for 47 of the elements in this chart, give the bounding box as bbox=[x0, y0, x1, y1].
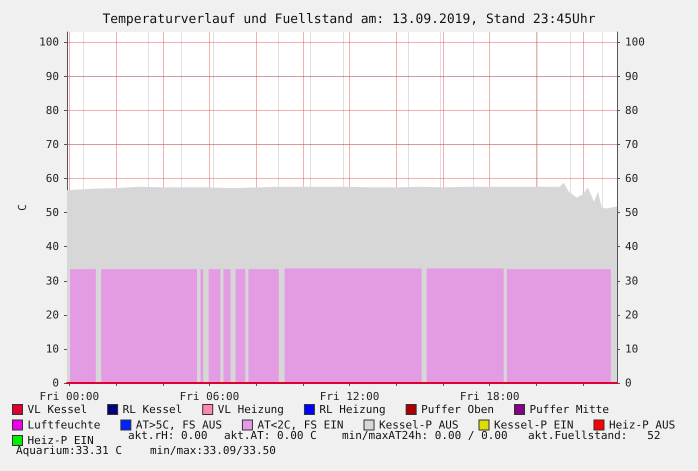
y2-tick-label: 60 bbox=[625, 172, 638, 186]
y-tick-label: 80 bbox=[46, 104, 59, 117]
y2-tick-label: 40 bbox=[625, 240, 638, 254]
y2-tick-label: 100 bbox=[625, 36, 645, 49]
y-tick-label: 40 bbox=[46, 240, 59, 254]
y-tick-label: 100 bbox=[39, 36, 59, 49]
text: akt.Fuellstand: 52 bbox=[528, 429, 660, 442]
y2-tick-label: 0 bbox=[625, 376, 632, 390]
y-tick-label: 90 bbox=[46, 70, 59, 83]
legend-label: VL Heizung bbox=[218, 403, 284, 416]
y2-tick-label: 20 bbox=[625, 308, 638, 322]
y-tick-label: 30 bbox=[46, 274, 59, 288]
y-axis-title: C bbox=[16, 204, 30, 211]
legend-label: Luftfeuchte bbox=[28, 418, 100, 432]
legend-label: AT<2C, FS EIN bbox=[257, 418, 344, 432]
text: Aquarium:33.31 C bbox=[16, 444, 122, 457]
legend-label: Heiz-P AUS bbox=[608, 418, 676, 432]
y2-tick-label: 50 bbox=[625, 206, 638, 220]
y-tick-label: 60 bbox=[46, 172, 59, 186]
x-tick-label: Fri 00:00 bbox=[40, 390, 100, 403]
legend-label: VL Kessel bbox=[28, 403, 88, 416]
legend-label: RL Heizung bbox=[319, 403, 386, 416]
legend-label: Puffer Oben bbox=[421, 403, 494, 416]
legend-label: Kessel-P AUS bbox=[379, 418, 459, 432]
y-tick-label: 20 bbox=[46, 308, 59, 322]
y-tick-label: 70 bbox=[46, 138, 59, 151]
x-tick-label: Fri 12:00 bbox=[320, 390, 380, 403]
x-tick-label: Fri 06:00 bbox=[180, 390, 240, 403]
text: akt.AT: 0.00 C bbox=[224, 429, 317, 442]
text: min/max:33.09/33.50 bbox=[150, 444, 276, 457]
chart-title: Temperaturverlauf und Fuellstand am: 13.09.2019, Stand 23:45Uhr bbox=[102, 12, 596, 27]
y2-tick-label: 90 bbox=[625, 70, 638, 83]
y2-tick-label: 80 bbox=[625, 104, 638, 117]
y2-tick-label: 30 bbox=[625, 274, 638, 288]
text: min/maxAT24h: 0.00 / 0.00 bbox=[342, 429, 508, 442]
legend-label: RL Kessel bbox=[122, 403, 182, 416]
text: akt.rH: 0.00 bbox=[128, 429, 208, 442]
y2-tick-label: 70 bbox=[625, 138, 638, 151]
y-tick-label: 10 bbox=[46, 342, 59, 356]
y-tick-label: 50 bbox=[46, 206, 59, 220]
legend-label: Heiz-P EIN bbox=[28, 434, 94, 447]
y-tick-label: 0 bbox=[52, 376, 59, 390]
legend-label: Kessel-P EIN bbox=[494, 418, 574, 432]
legend-label: Puffer Mitte bbox=[530, 403, 609, 416]
y2-tick-label: 10 bbox=[625, 342, 638, 356]
legend-label: AT>5C, FS AUS bbox=[136, 418, 222, 432]
x-tick-label: Fri 18:00 bbox=[460, 390, 520, 403]
